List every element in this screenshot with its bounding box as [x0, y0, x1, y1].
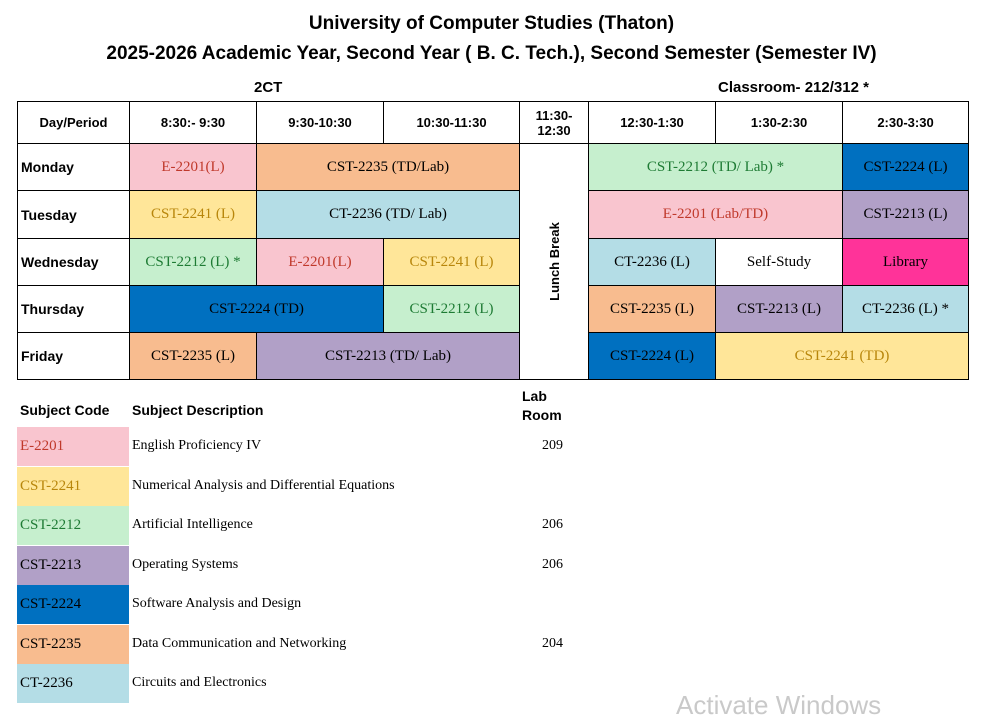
legend-subject-code: CT-2236 — [17, 664, 129, 703]
class-slot: CST-2235 (L) — [589, 286, 716, 333]
class-slot: E-2201 (Lab/TD) — [589, 191, 843, 239]
class-slot: CST-2224 (L) — [589, 333, 716, 380]
lunch-break-cell: Lunch Break — [520, 144, 589, 380]
class-slot: Library — [843, 239, 969, 286]
period-header: 2:30-3:30 — [843, 102, 969, 144]
legend-subject-code: CST-2213 — [17, 545, 129, 585]
legend-subject-description: Numerical Analysis and Differential Equa… — [132, 477, 395, 493]
period-header: 12:30-1:30 — [589, 102, 716, 144]
legend-subject-description: Software Analysis and Design — [132, 596, 302, 611]
period-header: 1:30-2:30 — [716, 102, 843, 144]
period-header: 9:30-10:30 — [257, 102, 384, 144]
page-subtitle: 2025-2026 Academic Year, Second Year ( B… — [106, 43, 877, 64]
legend-subject-code: CST-2235 — [17, 624, 129, 664]
class-slot: CST-2212 (TD/ Lab) * — [589, 144, 843, 191]
legend-subject-code: CST-2241 — [17, 466, 129, 506]
legend-room-header-line1: Lab — [522, 388, 547, 404]
class-slot: CT-2236 (TD/ Lab) — [257, 191, 520, 239]
period-header: 11:30-12:30 — [520, 102, 589, 144]
class-slot: E-2201(L) — [257, 239, 384, 286]
legend-subject-description: Operating Systems — [132, 556, 239, 572]
legend-subject-code: CST-2224 — [17, 585, 129, 624]
legend-code-header: Subject Code — [20, 402, 110, 418]
legend-lab-room: 209 — [542, 438, 563, 453]
header-corner: Day/Period — [18, 102, 130, 144]
class-slot: CST-2213 (L) — [716, 286, 843, 333]
legend-room-header: Lab Room — [522, 387, 562, 425]
class-slot: CST-2213 (L) — [843, 191, 969, 239]
day-label: Monday — [18, 144, 130, 191]
legend-subject-description: Artificial Intelligence — [132, 517, 253, 532]
class-slot: E-2201(L) — [130, 144, 257, 191]
period-header: 8:30:- 9:30 — [130, 102, 257, 144]
legend-subject-description: Data Communication and Networking — [132, 635, 347, 651]
lunch-break-label: Lunch Break — [546, 222, 562, 301]
day-label: Friday — [18, 333, 130, 380]
legend-description-header: Subject Description — [132, 402, 264, 418]
class-slot: CST-2241 (L) — [130, 191, 257, 239]
class-slot: CST-2235 (TD/Lab) — [257, 144, 520, 191]
class-slot: CST-2235 (L) — [130, 333, 257, 380]
legend-subject-description: English Proficiency IV — [132, 438, 262, 453]
day-label: Wednesday — [18, 239, 130, 286]
classroom-label: Classroom- 212/312 * — [718, 79, 869, 96]
legend-lab-room: 204 — [542, 635, 563, 651]
legend-subject-code: CST-2212 — [17, 506, 129, 545]
legend-lab-room: 206 — [542, 517, 563, 532]
day-label: Thursday — [18, 286, 130, 333]
legend-subject-description: Circuits and Electronics — [132, 675, 267, 690]
group-label: 2CT — [254, 79, 283, 96]
activation-watermark: Activate Windows — [676, 690, 882, 720]
class-slot: CST-2241 (TD) — [716, 333, 969, 380]
legend-subject-code: E-2201 — [17, 427, 129, 466]
timetable-grid: Day/Period 8:30:- 9:30 9:30-10:30 10:30-11:… — [17, 101, 969, 380]
class-slot: CST-2224 (TD) — [130, 286, 384, 333]
class-slot: CST-2213 (TD/ Lab) — [257, 333, 520, 380]
class-slot: CST-2212 (L) — [384, 286, 520, 333]
period-header: 10:30-11:30 — [384, 102, 520, 144]
class-slot: CT-2236 (L) — [589, 239, 716, 286]
legend-room-header-line2: Room — [522, 407, 562, 423]
class-slot: CST-2241 (L) — [384, 239, 520, 286]
class-slot: CST-2224 (L) — [843, 144, 969, 191]
class-slot: CT-2236 (L) * — [843, 286, 969, 333]
day-label: Tuesday — [18, 191, 130, 239]
page-title: University of Computer Studies (Thaton) — [308, 13, 675, 34]
legend-lab-room: 206 — [542, 556, 563, 572]
class-slot: Self-Study — [716, 239, 843, 286]
class-slot: CST-2212 (L) * — [130, 239, 257, 286]
